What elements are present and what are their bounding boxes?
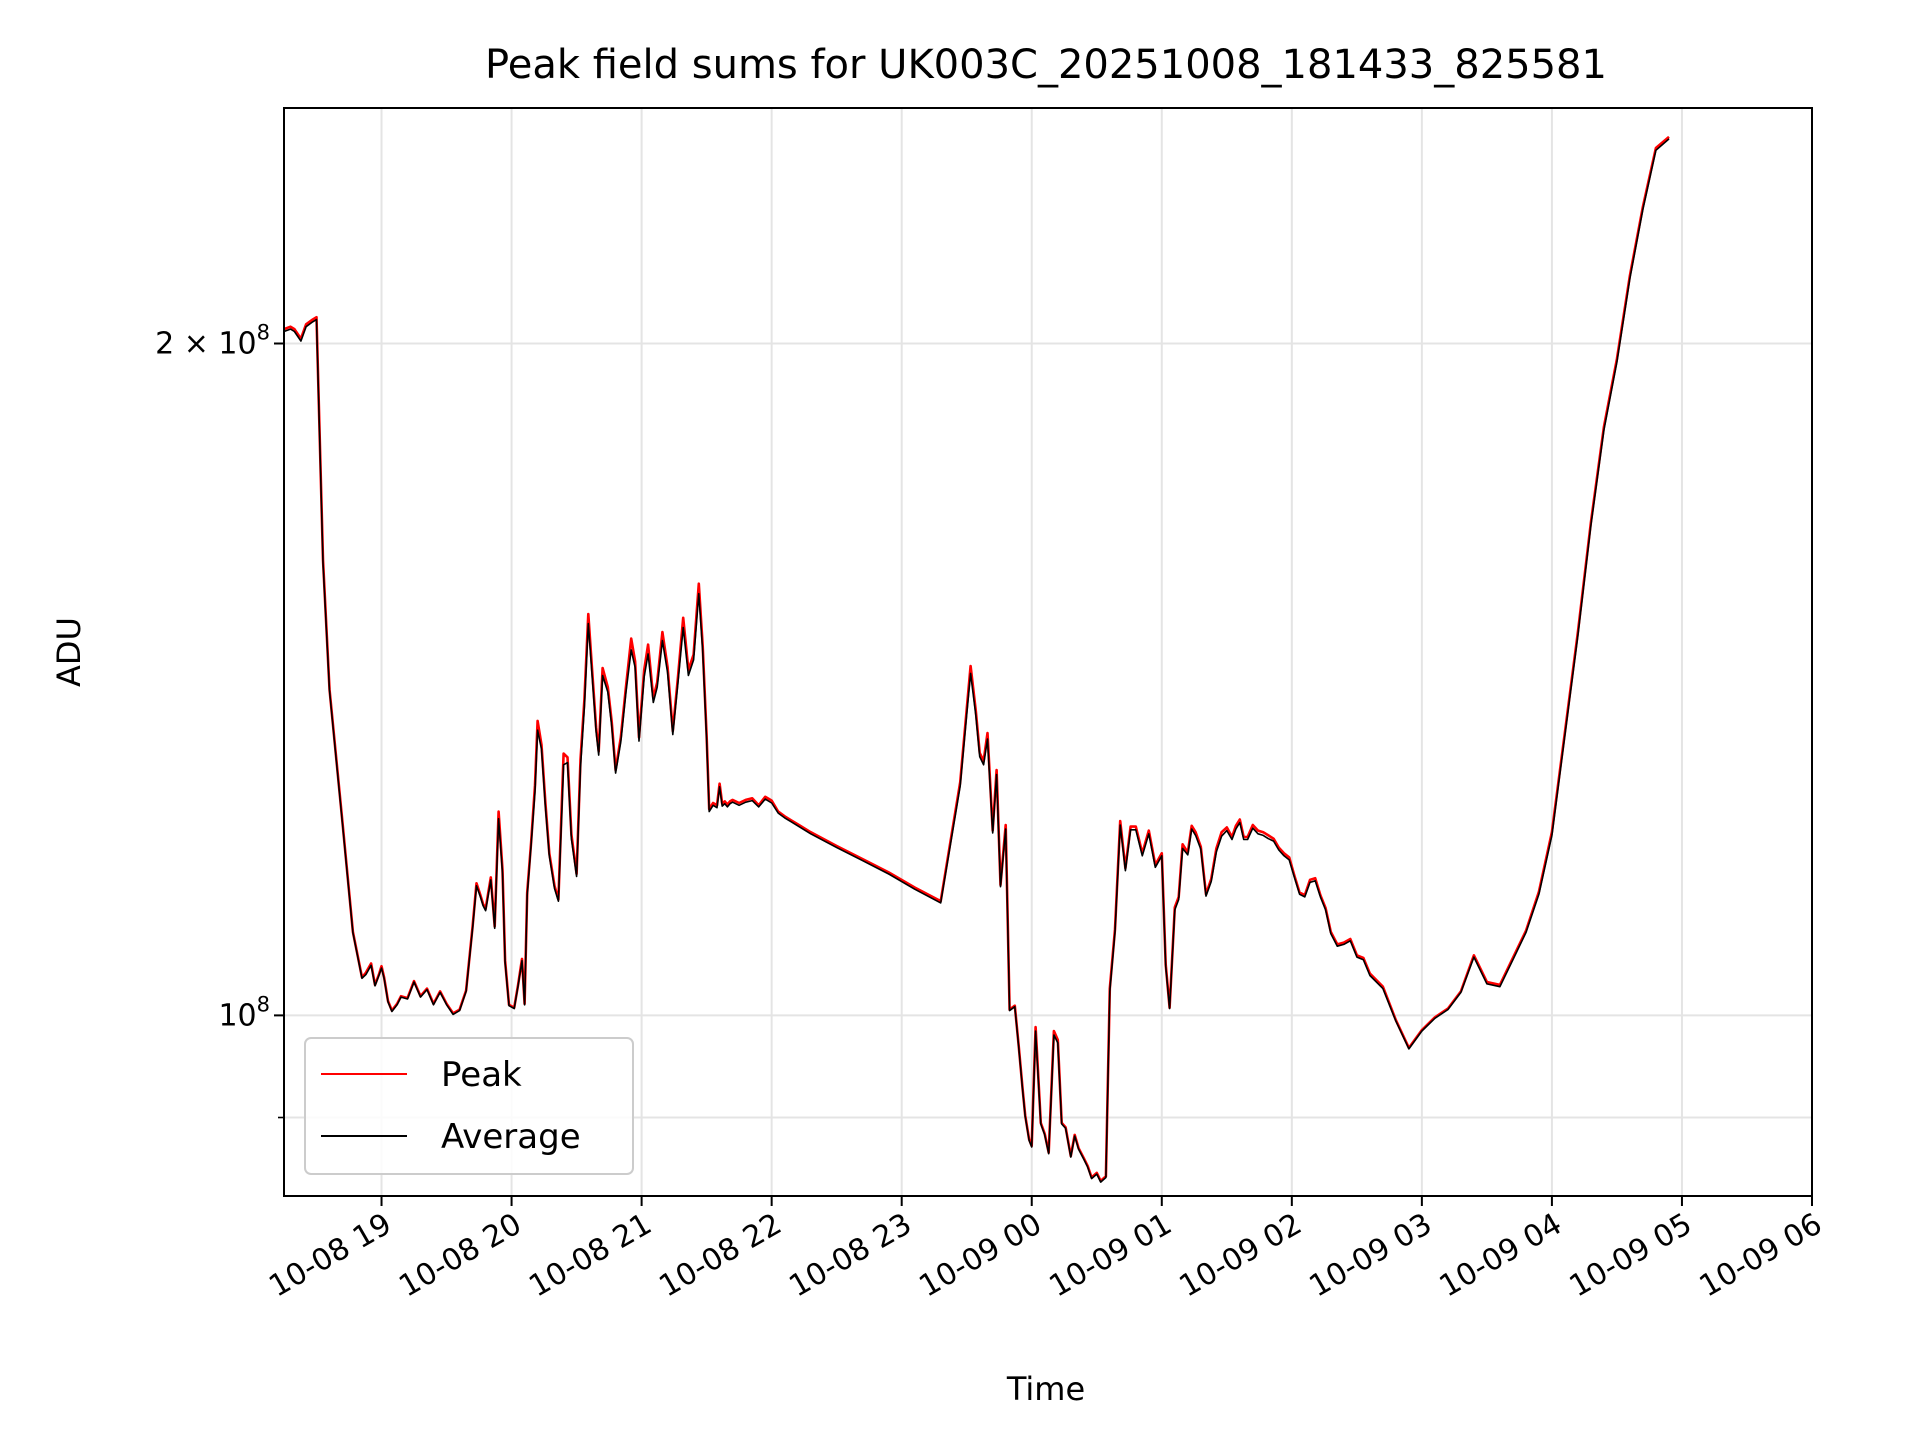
grid-lines (284, 108, 1813, 1196)
y-tick-label: 2 × 108 (155, 320, 270, 361)
x-axis-label: Time (1006, 1370, 1085, 1408)
series-layer (284, 135, 1670, 1183)
legend-label-peak: Peak (441, 1055, 522, 1095)
chart-title: Peak field sums for UK003C_20251008_1814… (485, 42, 1607, 88)
axes-frame (283, 107, 1813, 1197)
plot-background (284, 108, 1812, 1196)
legend: Peak Average (304, 1037, 634, 1175)
plot-area (284, 108, 1812, 1196)
y-tick-label: 108 (218, 992, 270, 1033)
series-line-peak (284, 135, 1670, 1183)
y-axis-ticks: 108 2 × 108 (155, 320, 284, 1119)
legend-box (304, 1037, 634, 1175)
y-axis-label: ADU (50, 617, 88, 687)
axes-border (283, 107, 1813, 1197)
legend-label-average: Average (441, 1117, 581, 1157)
series-line-average (284, 138, 1670, 1183)
